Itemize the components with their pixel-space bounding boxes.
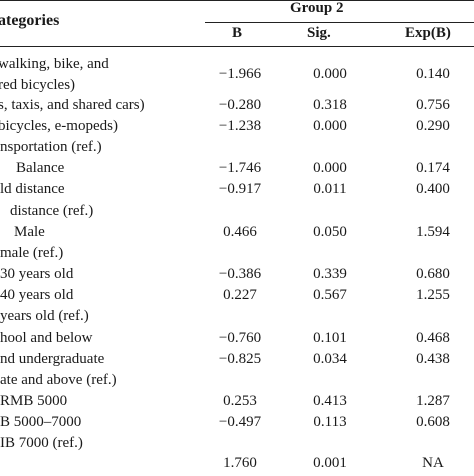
cell-exp: 0.174 <box>416 160 450 176</box>
table-row: 40 years old 0.227 0.567 1.255 <box>0 287 474 308</box>
table-row: 1.760 0.001 NA <box>0 455 474 476</box>
row-label: IB 7000 (ref.) <box>0 435 83 451</box>
cell-b: 0.253 <box>223 393 257 409</box>
table-row: nd undergraduate −0.825 0.034 0.438 <box>0 351 474 372</box>
row-label: hool and below <box>0 330 93 346</box>
cell-sig: 0.001 <box>313 455 347 471</box>
table-top-rule <box>0 0 474 1</box>
table-row: s, taxis, and shared cars) −0.280 0.318 … <box>0 97 474 118</box>
cell-b: −1.966 <box>218 66 262 82</box>
cell-exp: 1.255 <box>416 287 450 303</box>
table-row: male (ref.) <box>0 245 474 266</box>
row-label: nd undergraduate <box>0 351 105 367</box>
cell-sig: 0.101 <box>313 330 347 346</box>
cell-sig: 0.034 <box>313 351 347 367</box>
row-label: Male <box>14 224 45 240</box>
cell-exp: 1.594 <box>416 224 450 240</box>
row-label: 30 years old <box>0 266 74 282</box>
cell-exp: 0.756 <box>416 97 450 113</box>
cell-b: 0.227 <box>223 287 257 303</box>
table-row: Balance −1.746 0.000 0.174 <box>0 160 474 181</box>
cell-b: −0.917 <box>218 181 262 197</box>
table-row: IB 7000 (ref.) <box>0 435 474 456</box>
cell-b: −0.825 <box>218 351 262 367</box>
table-row: years old (ref.) <box>0 308 474 329</box>
table-row: red bicycles) <box>0 77 474 98</box>
cell-exp: 0.608 <box>416 414 450 430</box>
cell-b: −0.497 <box>218 414 262 430</box>
table-row: −1.966 0.000 0.140 <box>0 66 474 87</box>
cell-b: −0.760 <box>218 330 262 346</box>
cell-b: 0.466 <box>223 224 257 240</box>
row-label: nsportation (ref.) <box>0 139 102 155</box>
row-label: Balance <box>16 160 65 176</box>
table-row: Male 0.466 0.050 1.594 <box>0 224 474 245</box>
row-label: years old (ref.) <box>0 308 89 324</box>
cell-exp: 0.468 <box>416 330 450 346</box>
cell-b: −0.280 <box>218 97 262 113</box>
table-row: 30 years old −0.386 0.339 0.680 <box>0 266 474 287</box>
table-row: bicycles, e-mopeds) −1.238 0.000 0.290 <box>0 118 474 139</box>
table-row: hool and below −0.760 0.101 0.468 <box>0 330 474 351</box>
cell-sig: 0.318 <box>313 97 347 113</box>
cell-sig: 0.050 <box>313 224 347 240</box>
table-row: walking, bike, and <box>0 56 474 77</box>
table-row: ate and above (ref.) <box>0 372 474 393</box>
cell-b: −0.386 <box>218 266 262 282</box>
table-row: B 5000–7000 −0.497 0.113 0.608 <box>0 414 474 435</box>
header-group: Group 2 <box>290 0 344 16</box>
row-label: RMB 5000 <box>0 393 68 409</box>
cell-b: 1.760 <box>223 455 257 471</box>
cell-exp: 0.438 <box>416 351 450 367</box>
header-bottom-rule <box>0 46 474 47</box>
cell-sig: 0.413 <box>313 393 347 409</box>
header-sig: Sig. <box>307 25 331 41</box>
cell-sig: 0.113 <box>313 414 347 430</box>
cell-sig: 0.339 <box>313 266 347 282</box>
cell-sig: 0.011 <box>313 181 347 197</box>
cell-exp: NA <box>422 455 444 471</box>
cell-b: −1.238 <box>218 118 262 134</box>
row-label: red bicycles) <box>0 77 76 93</box>
row-label: s, taxis, and shared cars) <box>0 97 145 113</box>
row-label: B 5000–7000 <box>0 414 82 430</box>
row-label: bicycles, e-mopeds) <box>0 118 118 134</box>
header-categories: ategories <box>0 12 60 29</box>
cell-b: −1.746 <box>218 160 262 176</box>
cell-sig: 0.567 <box>313 287 347 303</box>
row-label: walking, bike, and <box>0 56 109 72</box>
cell-exp: 1.287 <box>416 393 450 409</box>
row-label: ld distance <box>0 181 65 197</box>
cell-sig: 0.000 <box>313 118 347 134</box>
cell-sig: 0.000 <box>313 66 347 82</box>
table-row: RMB 5000 0.253 0.413 1.287 <box>0 393 474 414</box>
row-label: male (ref.) <box>0 245 64 261</box>
header-exp: Exp(B) <box>405 25 451 41</box>
cell-exp: 0.140 <box>416 66 450 82</box>
cell-exp: 0.290 <box>416 118 450 134</box>
row-label: ate and above (ref.) <box>0 372 117 388</box>
cell-sig: 0.000 <box>313 160 347 176</box>
row-label: 40 years old <box>0 287 74 303</box>
table-row: nsportation (ref.) <box>0 139 474 160</box>
header-b: B <box>232 25 243 41</box>
row-label: distance (ref.) <box>10 203 94 219</box>
cell-exp: 0.680 <box>416 266 450 282</box>
table-row: distance (ref.) <box>0 203 474 224</box>
cell-exp: 0.400 <box>416 181 450 197</box>
group-underline <box>205 22 474 23</box>
table-row: ld distance −0.917 0.011 0.400 <box>0 181 474 202</box>
